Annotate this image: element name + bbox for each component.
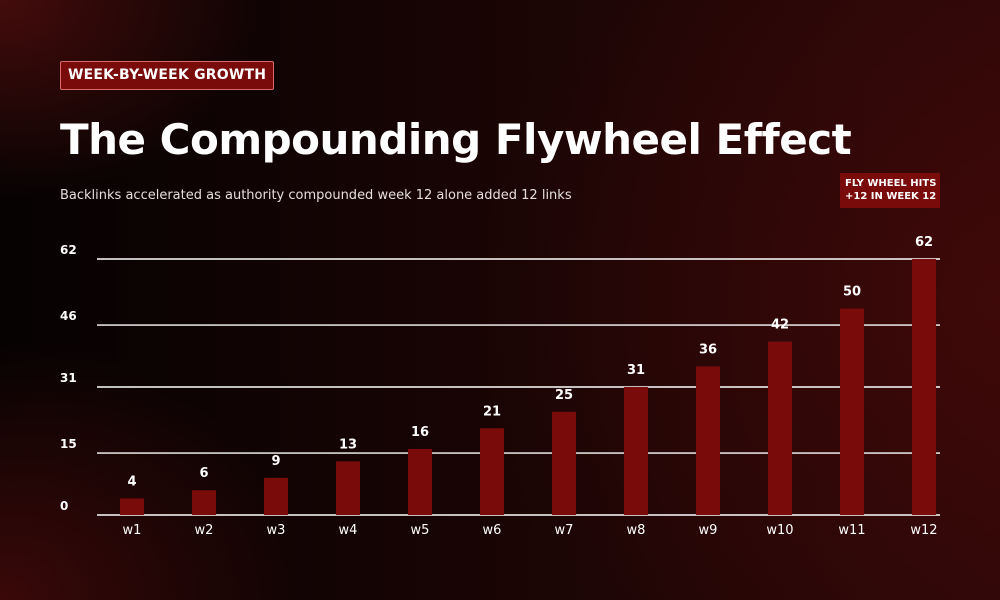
- x-tick-label: w1: [123, 523, 142, 538]
- data-label: 36: [699, 342, 717, 357]
- bars: [120, 259, 936, 515]
- y-tick-label: 0: [60, 499, 68, 513]
- callout-line-1: FLY WHEEL HITS: [845, 178, 937, 189]
- y-tick-label: 62: [60, 243, 77, 257]
- flywheel-callout: FLY WHEEL HITS +12 IN WEEK 12: [840, 173, 940, 208]
- bar-w2: [192, 490, 216, 515]
- data-label: 31: [627, 363, 645, 378]
- bar-w8: [624, 387, 648, 515]
- x-tick-label: w5: [411, 523, 430, 538]
- bar-w5: [408, 448, 432, 515]
- gridlines: [97, 258, 940, 516]
- chart-title: The Compounding Flywheel Effect: [60, 115, 852, 164]
- data-label: 16: [411, 425, 429, 440]
- bar-w7: [552, 411, 576, 515]
- x-tick-label: w7: [555, 523, 574, 538]
- bar-w12: [912, 259, 936, 515]
- bar-w11: [840, 308, 864, 515]
- x-tick-label: w9: [699, 523, 718, 538]
- x-tick-label: w2: [195, 523, 214, 538]
- section-badge: WEEK-BY-WEEK GROWTH: [60, 61, 275, 90]
- y-tick-label: 15: [60, 437, 77, 451]
- data-label: 6: [199, 466, 208, 481]
- x-tick-label: w10: [766, 523, 793, 538]
- x-tick-label: w4: [339, 523, 358, 538]
- data-label: 4: [127, 474, 136, 489]
- bar-w9: [696, 366, 720, 515]
- bar-w6: [480, 428, 504, 515]
- data-label: 21: [483, 404, 501, 419]
- data-label: 42: [771, 318, 789, 333]
- y-tick-label: 46: [60, 309, 77, 323]
- data-label: 9: [271, 454, 280, 469]
- data-label: 50: [843, 285, 861, 300]
- data-label: 25: [555, 388, 573, 403]
- x-tick-label: w8: [627, 523, 646, 538]
- x-tick-label: w12: [910, 523, 937, 538]
- x-tick-label: w11: [838, 523, 865, 538]
- data-label: 62: [915, 235, 933, 250]
- bar-w10: [768, 341, 792, 515]
- y-axis-ticks: 0 15 31 46 62: [60, 243, 77, 513]
- x-tick-label: w6: [483, 523, 502, 538]
- bar-w4: [336, 461, 360, 515]
- x-tick-label: w3: [267, 523, 286, 538]
- x-axis-labels: w1 w2 w3 w4 w5 w6 w7 w8 w9 w10 w11 w12: [123, 523, 938, 538]
- y-tick-label: 31: [60, 371, 77, 385]
- callout-line-2: +12 IN WEEK 12: [845, 191, 937, 202]
- data-label: 13: [339, 437, 357, 452]
- bar-w1: [120, 498, 144, 515]
- data-labels: 4 6 9 13 16 21 25 31 36 42 50 62: [127, 235, 933, 489]
- chart-subtitle: Backlinks accelerated as authority compo…: [60, 188, 572, 203]
- bar-w3: [264, 477, 288, 515]
